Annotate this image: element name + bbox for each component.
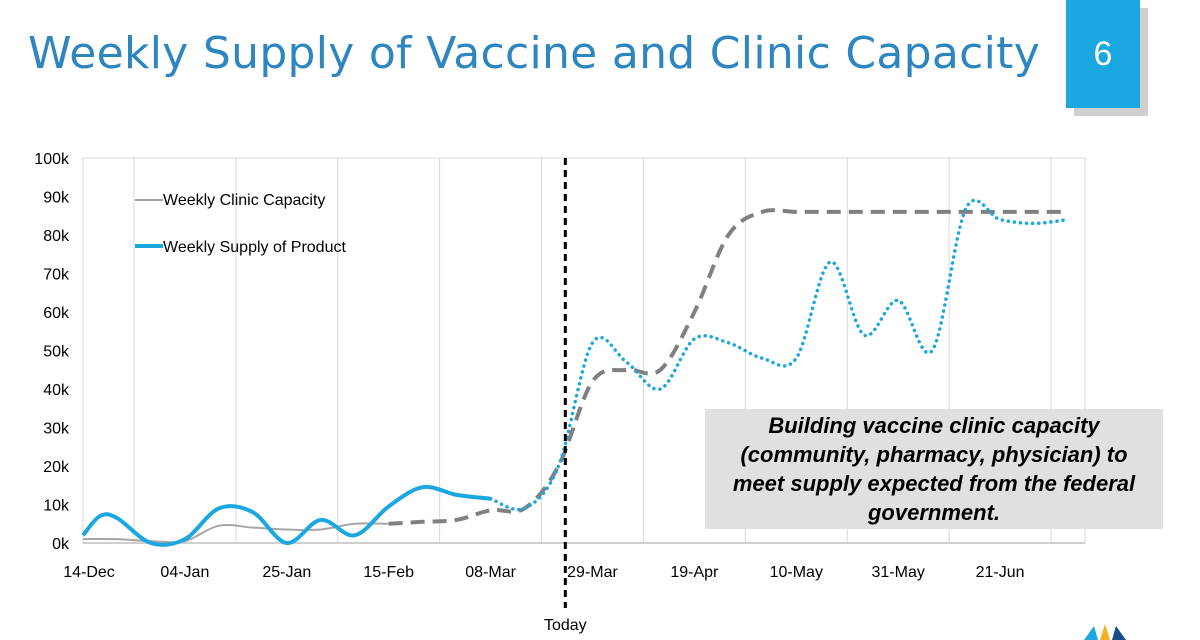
x-tick-label: 31-May — [872, 564, 925, 581]
y-tick-label: 90k — [43, 190, 70, 207]
weekly-supply-projected-line — [488, 198, 1070, 512]
y-tick-label: 60k — [43, 305, 70, 322]
clinic-capacity-projected-line — [388, 208, 1068, 526]
y-axis-ticks: 0k 10k 20k 30k 40k 50k 60k 70k 80k 90k 100k — [34, 151, 70, 553]
y-tick-label: 10k — [43, 498, 70, 515]
callout-box: Building vaccine clinic capacity (commun… — [705, 409, 1163, 529]
legend-label-capacity: Weekly Clinic Capacity — [163, 192, 325, 209]
x-tick-label: 15-Feb — [363, 564, 414, 581]
y-tick-label: 100k — [34, 151, 70, 168]
logo-icon — [1084, 624, 1126, 640]
x-tick-label: 19-Apr — [670, 564, 719, 581]
today-marker: Today — [544, 158, 587, 634]
x-axis-ticks: 14-Dec 04-Jan 25-Jan 15-Feb 08-Mar 29-Mar 19-A… — [63, 564, 1024, 581]
y-tick-label: 20k — [43, 459, 70, 476]
x-tick-label: 21-Jun — [976, 564, 1025, 581]
today-label: Today — [544, 617, 587, 634]
legend-label-supply: Weekly Supply of Product — [163, 239, 346, 256]
y-tick-label: 50k — [43, 344, 70, 361]
page-title: Weekly Supply of Vaccine and Clinic Capa… — [28, 28, 1041, 79]
weekly-supply-actual-line — [81, 484, 491, 547]
chart-series — [81, 198, 1070, 547]
x-tick-label: 10-May — [770, 564, 823, 581]
x-tick-label: 04-Jan — [160, 564, 209, 581]
x-tick-label: 25-Jan — [262, 564, 311, 581]
y-tick-label: 0k — [52, 536, 70, 553]
y-tick-label: 70k — [43, 267, 70, 284]
y-tick-label: 30k — [43, 421, 70, 438]
chart-legend: Weekly Clinic Capacity Weekly Supply of P… — [135, 192, 346, 256]
y-tick-label: 40k — [43, 382, 70, 399]
slide-number: 6 — [1066, 0, 1140, 108]
x-tick-label: 08-Mar — [465, 564, 516, 581]
x-tick-label: 29-Mar — [567, 564, 618, 581]
callout-text: Building vaccine clinic capacity (commun… — [732, 413, 1136, 525]
x-tick-label: 14-Dec — [63, 564, 115, 581]
y-tick-label: 80k — [43, 228, 70, 245]
